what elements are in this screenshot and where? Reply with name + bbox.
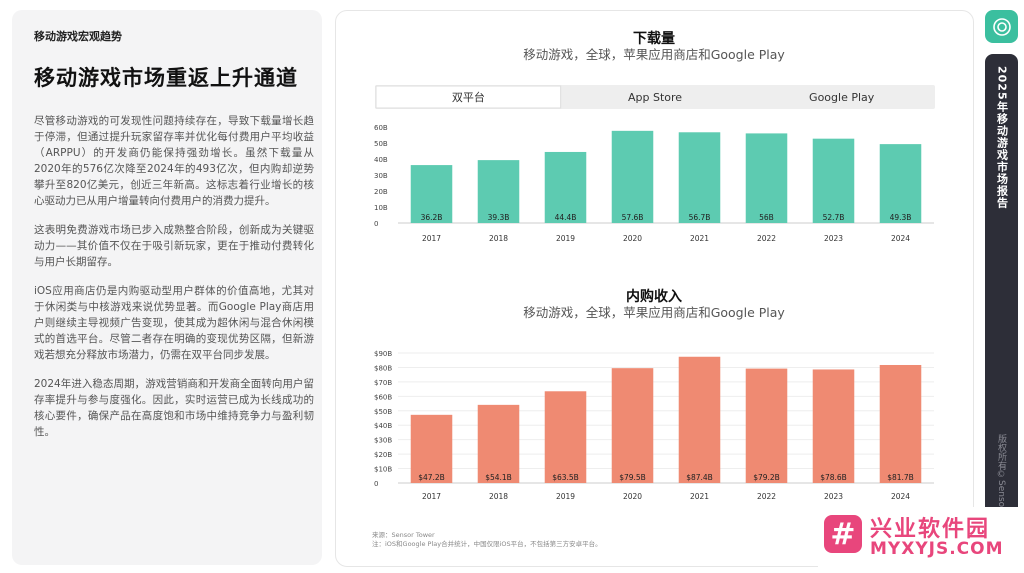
- x-tick-label: 2023: [824, 492, 843, 501]
- bar-value-label: 36.2B: [421, 213, 443, 222]
- y-tick-label: $10B: [374, 466, 392, 474]
- bar: [879, 144, 922, 223]
- chart-subtitle: 移动游戏，全球，苹果应用商店和Google Play: [523, 47, 785, 62]
- x-tick-label: 2019: [556, 492, 575, 501]
- bar-value-label: $63.5B: [552, 473, 579, 482]
- x-tick-label: 2024: [891, 234, 910, 243]
- y-tick-label: $20B: [374, 451, 392, 459]
- bar: [611, 368, 654, 483]
- x-tick-label: 2020: [623, 234, 642, 243]
- bar-value-label: 44.4B: [555, 213, 577, 222]
- bar-value-label: $79.5B: [619, 473, 646, 482]
- charts-canvas: 双平台 App Store Google Play下载量移动游戏，全球，苹果应用商店…: [372, 30, 935, 548]
- report-title-tab[interactable]: 2025年移动游戏市场报告 版权所有©Sensor: [985, 54, 1018, 565]
- y-tick-label: $60B: [374, 393, 392, 401]
- watermark-name: 兴业软件园: [870, 517, 991, 542]
- y-tick-label: 0: [374, 220, 378, 228]
- y-tick-label: $50B: [374, 408, 392, 416]
- bar-value-label: $81.7B: [887, 473, 914, 482]
- bar: [745, 133, 788, 223]
- x-tick-label: 2023: [824, 234, 843, 243]
- bar: [477, 160, 520, 223]
- x-tick-label: 2017: [422, 492, 441, 501]
- chart-subtitle: 移动游戏，全球，苹果应用商店和Google Play: [523, 305, 785, 320]
- copyright-text: 版权所有©Sensor: [996, 434, 1006, 511]
- bar-value-label: $54.1B: [485, 473, 512, 482]
- x-tick-label: 2024: [891, 492, 910, 501]
- bar: [544, 151, 587, 223]
- tab-label: Google Play: [809, 91, 875, 104]
- x-tick-label: 2021: [690, 234, 709, 243]
- paragraph: 这表明免费游戏市场已步入成熟整合阶段，创新成为关键驱动力——其价值不仅在于吸引新…: [34, 224, 314, 268]
- target-icon: [992, 17, 1011, 36]
- bar-value-label: $78.6B: [820, 473, 847, 482]
- y-tick-label: 30B: [374, 172, 388, 180]
- bar: [678, 356, 721, 483]
- y-tick-label: 40B: [374, 156, 388, 164]
- body-text: 尽管移动游戏的可发现性问题持续存在，导致下载量增长趋于停滞，但通过提升玩家留存率…: [34, 113, 314, 453]
- y-tick-label: $90B: [374, 350, 392, 358]
- bar-value-label: $79.2B: [753, 473, 780, 482]
- paragraph: 2024年进入稳态周期，游戏营销商和开发商全面转向用户留存率提升与参与度强化。因…: [34, 378, 314, 438]
- report-title: 2025年移动游戏市场报告: [995, 66, 1009, 209]
- bar: [812, 369, 855, 483]
- report-icon[interactable]: [985, 10, 1018, 43]
- right-rail: 2025年移动游戏市场报告 版权所有©Sensor: [985, 10, 1018, 565]
- x-tick-label: 2020: [623, 492, 642, 501]
- y-tick-label: 50B: [374, 140, 388, 148]
- bar: [611, 130, 654, 223]
- paragraph: 尽管移动游戏的可发现性问题持续存在，导致下载量增长趋于停滞，但通过提升玩家留存率…: [34, 115, 314, 207]
- bar-value-label: 56.7B: [689, 213, 711, 222]
- bar-value-label: $47.2B: [418, 473, 445, 482]
- bar: [812, 138, 855, 223]
- page-title: 移动游戏市场重返上升通道: [34, 66, 298, 90]
- x-tick-label: 2018: [489, 234, 508, 243]
- y-tick-label: $30B: [374, 437, 392, 445]
- chart-title: 下载量: [633, 30, 675, 47]
- x-tick-label: 2021: [690, 492, 709, 501]
- y-tick-label: 10B: [374, 204, 388, 212]
- site-watermark: # 兴业软件园 MYXYJS.COM: [818, 507, 1024, 573]
- section-tag: 移动游戏宏观趋势: [34, 30, 122, 43]
- bar: [745, 368, 788, 483]
- bar-value-label: 52.7B: [823, 213, 845, 222]
- bar: [544, 391, 587, 483]
- bar-value-label: $87.4B: [686, 473, 713, 482]
- tab-label: 双平台: [452, 90, 485, 104]
- report-text-panel: 移动游戏宏观趋势 移动游戏市场重返上升通道 尽管移动游戏的可发现性问题持续存在，…: [12, 10, 322, 565]
- x-tick-label: 2022: [757, 234, 776, 243]
- y-tick-label: $80B: [374, 364, 392, 372]
- paragraph: iOS应用商店仍是内购驱动型用户群体的价值高地，尤其对于休闲类与中核游戏来说优势…: [34, 285, 314, 361]
- bar: [477, 404, 520, 483]
- tab-label: App Store: [628, 91, 682, 104]
- y-tick-label: 0: [374, 480, 378, 488]
- x-tick-label: 2018: [489, 492, 508, 501]
- chart-card: 双平台 App Store Google Play 下载量 移动游戏，全球，苹果应用商店…: [335, 10, 974, 567]
- y-tick-label: $70B: [374, 379, 392, 387]
- bar-value-label: 57.6B: [622, 213, 644, 222]
- watermark-logo: #: [824, 515, 862, 553]
- bar: [410, 165, 453, 223]
- y-tick-label: 20B: [374, 188, 388, 196]
- bar-value-label: 56B: [759, 213, 774, 222]
- chart-title: 内购收入: [626, 288, 682, 305]
- bar: [879, 364, 922, 483]
- tab-双平台[interactable]: [375, 85, 562, 109]
- x-tick-label: 2022: [757, 492, 776, 501]
- watermark-url: MYXYJS.COM: [870, 539, 1004, 559]
- note-line: 注：iOS和Google Play合并统计，中国仅限iOS平台，不包括第三方安卓…: [372, 539, 602, 548]
- source-line: 来源：Sensor Tower: [372, 530, 435, 539]
- bar-value-label: 49.3B: [890, 213, 912, 222]
- x-tick-label: 2019: [556, 234, 575, 243]
- bar: [678, 132, 721, 223]
- y-tick-label: $40B: [374, 422, 392, 430]
- bar-value-label: 39.3B: [488, 213, 510, 222]
- x-tick-label: 2017: [422, 234, 441, 243]
- bar: [410, 414, 453, 483]
- y-tick-label: 60B: [374, 124, 388, 132]
